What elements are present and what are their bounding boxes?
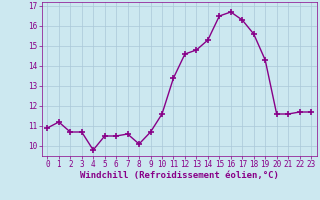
X-axis label: Windchill (Refroidissement éolien,°C): Windchill (Refroidissement éolien,°C): [80, 171, 279, 180]
